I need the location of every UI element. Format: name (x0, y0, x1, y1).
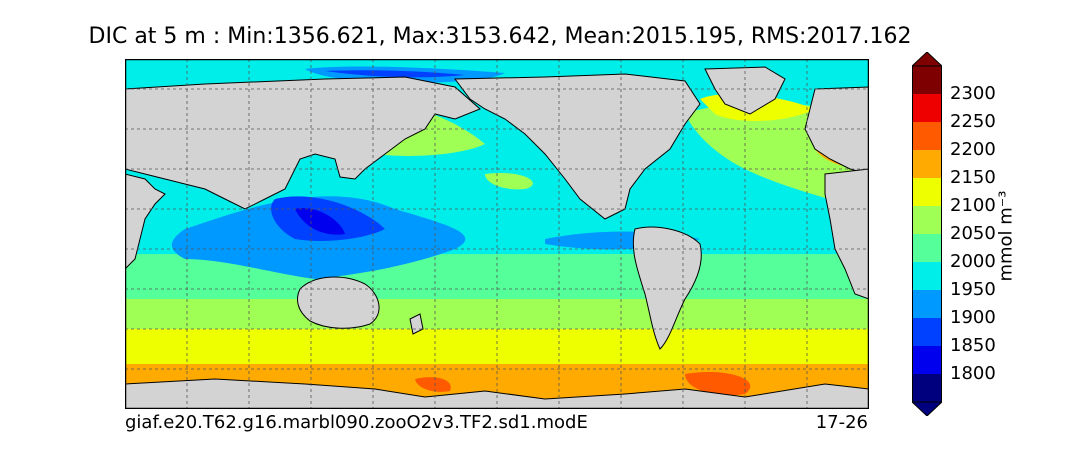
colorbar-swatch (912, 150, 942, 179)
field-southern-red-2 (685, 371, 751, 396)
colorbar-swatch (912, 66, 942, 95)
colorbar-tick-label: 2150 (950, 167, 996, 188)
colorbar-frame (912, 65, 942, 403)
years-label: 17-26 (815, 412, 868, 433)
land-south-america (632, 226, 702, 350)
colorbar-tick-label: 1900 (950, 307, 996, 328)
colorbar-bottom-arrow (910, 401, 944, 417)
colorbar-swatch (912, 346, 942, 375)
colorbar-swatch (912, 262, 942, 291)
colorbar-swatch (912, 206, 942, 235)
colorbar-tick-label: 1800 (950, 363, 996, 384)
colorbar-swatch (912, 290, 942, 319)
colorbar-tick-label: 1850 (950, 335, 996, 356)
colorbar-tick-label: 1950 (950, 279, 996, 300)
field-warm-pool-darkest (295, 208, 345, 235)
field-southern-red-1 (415, 377, 451, 392)
run-name-label: giaf.e20.T62.g16.marbl090.zooO2v3.TF2.sd… (125, 412, 588, 433)
land-australia (297, 276, 380, 329)
colorbar-tick-label: 2050 (950, 223, 996, 244)
colorbar-tick-label: 2000 (950, 251, 996, 272)
dic-map (125, 59, 869, 409)
colorbar-tick-label: 2300 (950, 83, 996, 104)
colorbar-swatch (912, 234, 942, 263)
field-arctic-darkblue (325, 70, 465, 78)
colorbar-tick-label: 2200 (950, 139, 996, 160)
colorbar-units-label: mmol m⁻³ (995, 190, 1017, 282)
colorbar-swatch (912, 318, 942, 347)
field-band-lightgreen (125, 299, 869, 334)
colorbar (910, 51, 944, 417)
plot-title: DIC at 5 m : Min:1356.621, Max:3153.642,… (88, 24, 912, 49)
land-africa-east (824, 168, 869, 300)
land-africa (125, 173, 166, 270)
land-eurasia (125, 76, 481, 210)
colorbar-top-arrow (910, 51, 944, 67)
map-frame (125, 59, 869, 409)
colorbar-swatch (912, 122, 942, 151)
colorbar-swatch (912, 374, 942, 403)
colorbar-swatch (912, 94, 942, 123)
colorbar-tick-label: 2250 (950, 111, 996, 132)
colorbar-tick-label: 2100 (950, 195, 996, 216)
colorbar-swatch (912, 178, 942, 207)
